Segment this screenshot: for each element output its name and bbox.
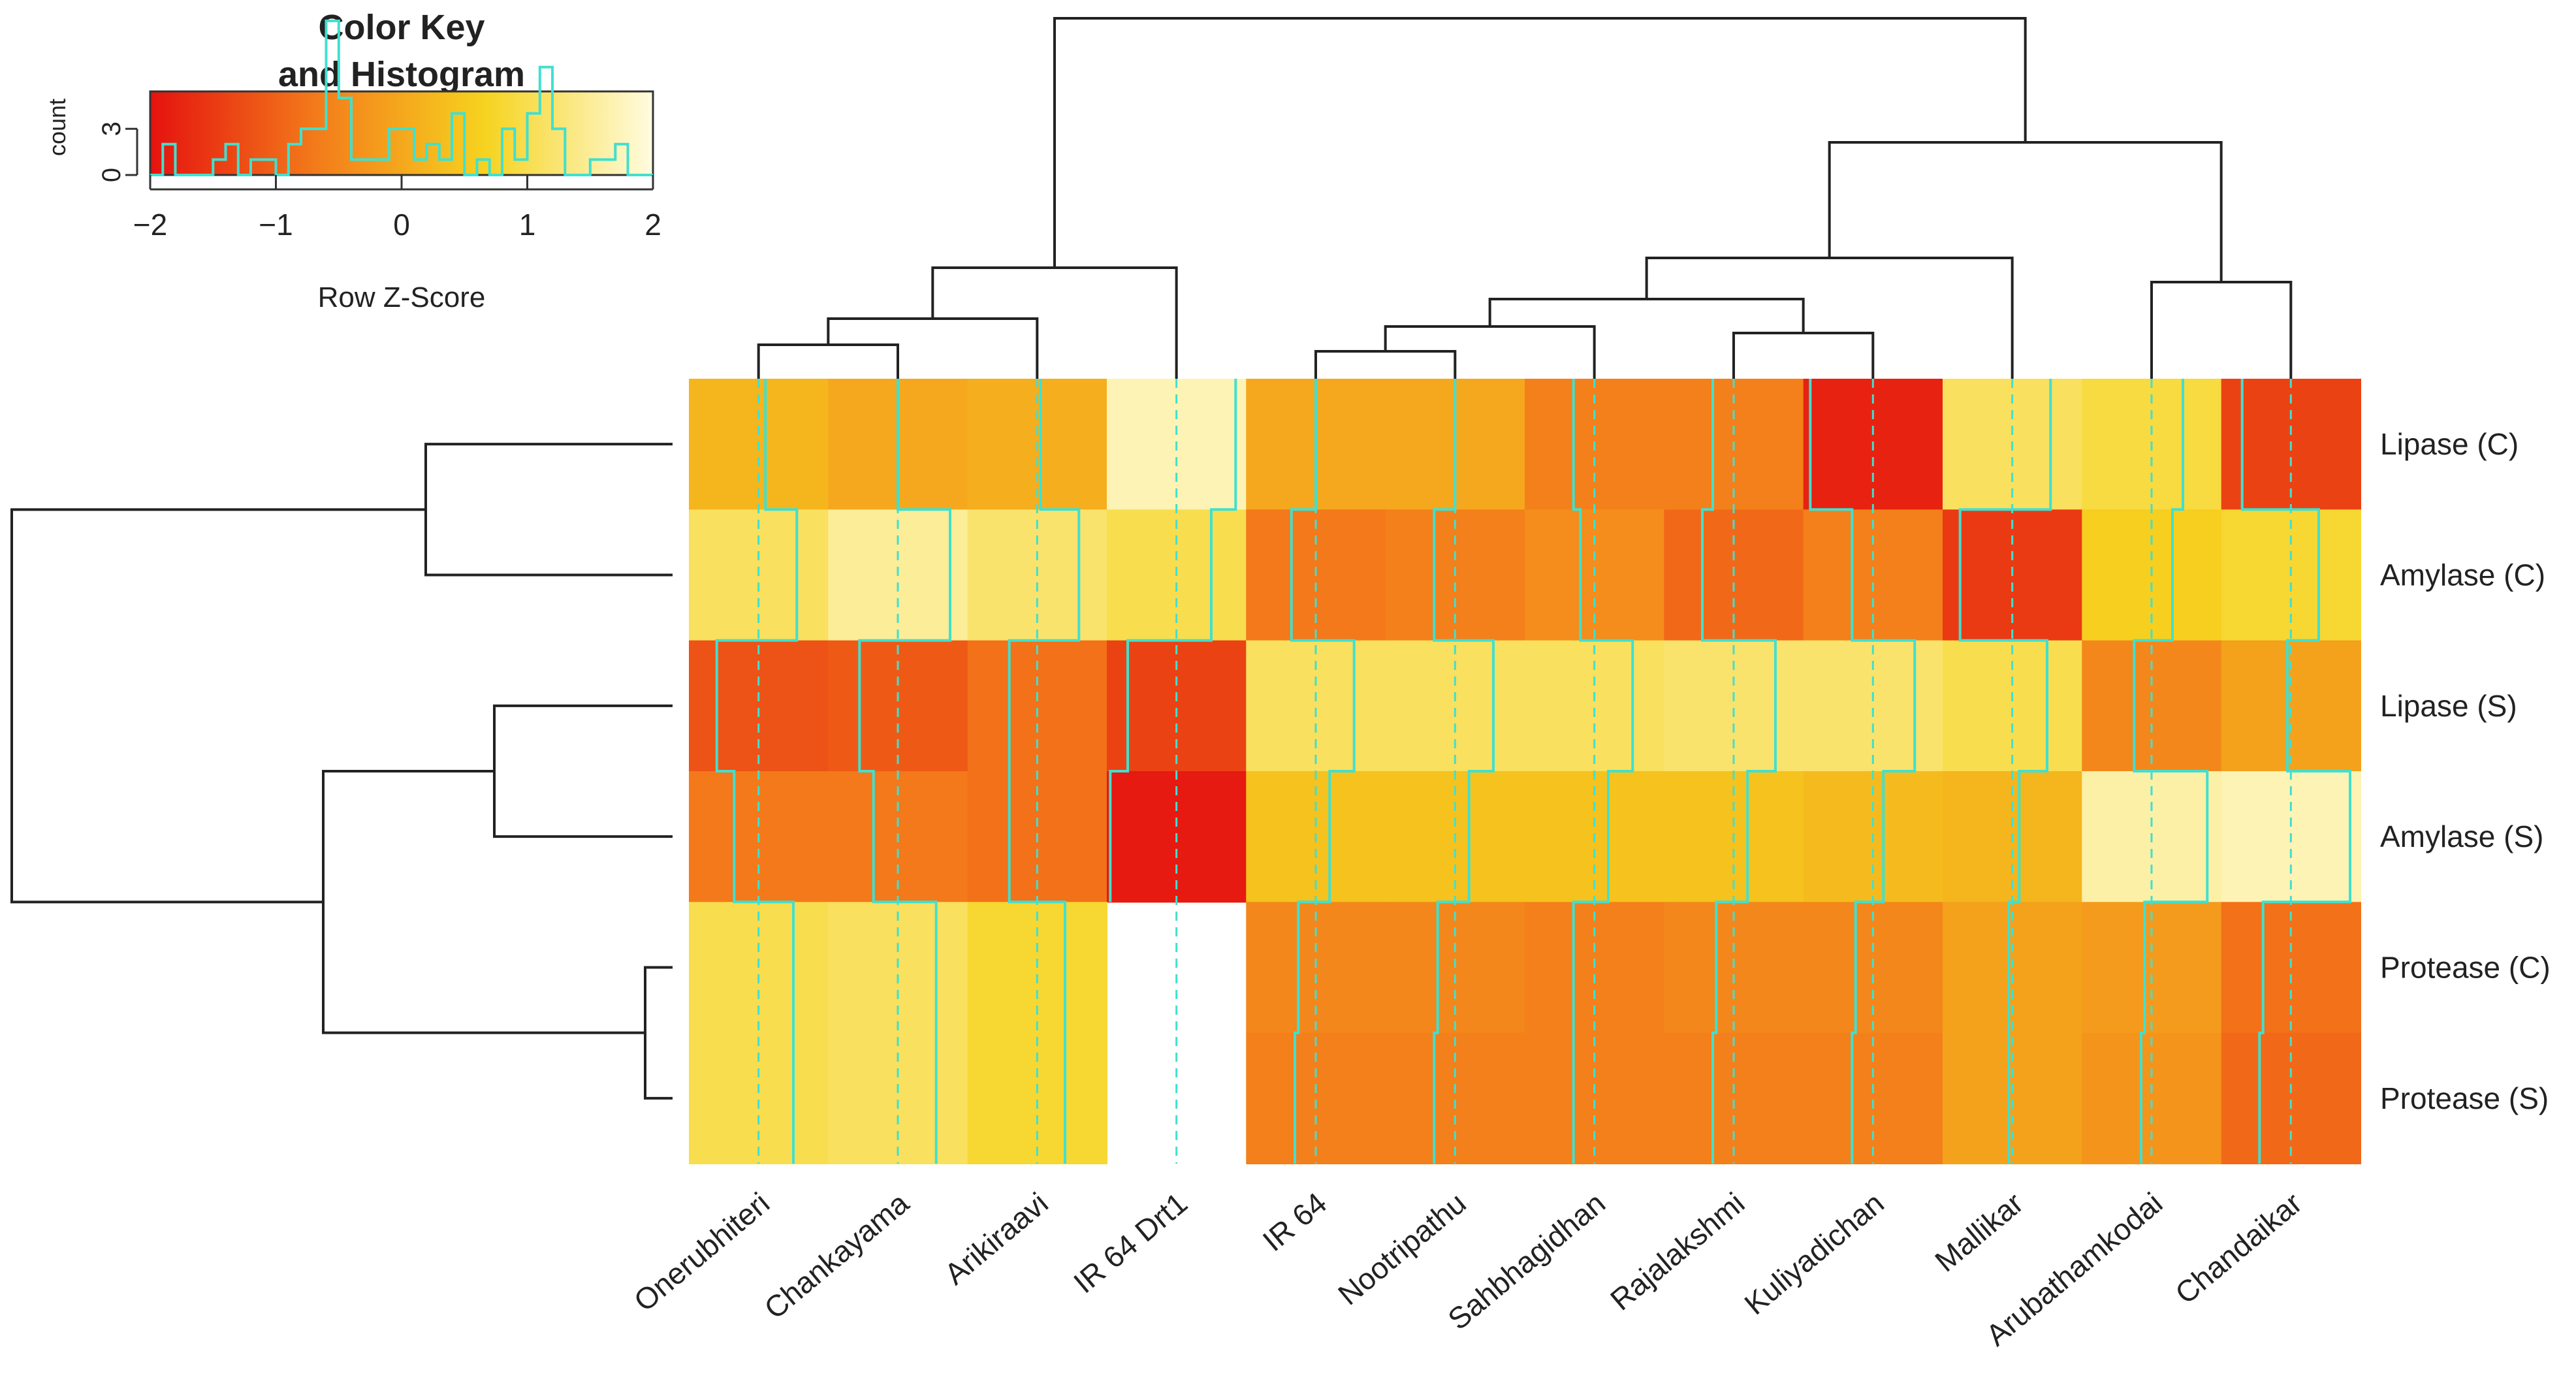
- heatmap-cell: [2082, 1032, 2222, 1164]
- color-key-bar: [149, 90, 654, 176]
- heatmap-cells: [689, 379, 2361, 1164]
- heatmap-trace-line: [1809, 379, 1916, 1164]
- row-label: Lipase (S): [2380, 689, 2517, 723]
- row-label: Amylase (S): [2380, 819, 2543, 853]
- heatmap-cell: [1664, 1032, 1804, 1164]
- heatmap-trace-line: [1290, 379, 1356, 1164]
- column-label: Mallikar: [1928, 1186, 2029, 1279]
- row-dendrogram-link: [644, 966, 673, 1100]
- color-key-histogram: [150, 20, 653, 176]
- heatmap-cell: [828, 1032, 968, 1164]
- row-dendrogram-link: [493, 704, 673, 838]
- column-label: IR 64: [1256, 1186, 1333, 1258]
- heatmap-cell: [2221, 1032, 2361, 1164]
- column-dendrogram-link: [757, 343, 899, 379]
- column-label: IR 64 Drt1: [1067, 1186, 1194, 1300]
- column-dendrogram-link: [827, 317, 1039, 379]
- column-dendrogram-link: [1645, 257, 2014, 379]
- color-key-tick-label: 0: [393, 208, 410, 242]
- color-key: Color Key and Histogram Row Z-Score coun…: [44, 8, 661, 313]
- heatmap-cell: [1943, 640, 2083, 772]
- heatmap-trace-line: [1008, 379, 1081, 1164]
- row-dendrogram-link: [322, 770, 645, 1034]
- heatmap-cell: [1943, 1032, 2083, 1164]
- column-label: Chankayama: [757, 1186, 915, 1326]
- color-key-tick-label: 2: [644, 208, 661, 242]
- heatmap-cell: [828, 640, 968, 772]
- row-label: Protease (C): [2380, 951, 2551, 985]
- heatmap-cell: [1246, 640, 1386, 772]
- column-dendrogram-link: [2150, 281, 2293, 379]
- heatmap-cell: [1803, 1032, 1943, 1164]
- color-key-title-line1: Color Key: [318, 8, 485, 47]
- column-dendrogram-link: [1053, 17, 2027, 268]
- heatmap-trace-line: [1958, 379, 2052, 1164]
- column-label: Onerubhiteri: [628, 1186, 776, 1318]
- heatmap-cell: [1803, 640, 1943, 772]
- heatmap-trace-line: [1433, 379, 1495, 1164]
- column-label: Nootripathu: [1331, 1186, 1472, 1312]
- heatmap-cell: [1246, 1032, 1386, 1164]
- column-dendrogram-link: [1828, 141, 2223, 282]
- heatmap-cell: [689, 640, 829, 772]
- column-dendrogram-link: [1314, 350, 1457, 379]
- heatmap-cell: [1385, 1032, 1525, 1164]
- heatmap-cell: [2082, 640, 2222, 772]
- color-key-title-line2: and Histogram: [278, 55, 525, 94]
- row-label: Protease (S): [2380, 1081, 2549, 1115]
- heatmap-cell: [1385, 640, 1525, 772]
- heatmap-cell: [2221, 640, 2361, 772]
- row-dendrogram-link: [424, 443, 673, 577]
- row-label: Lipase (C): [2380, 427, 2519, 461]
- column-dendrogram-link: [1732, 332, 1875, 379]
- column-dendrogram-link: [931, 266, 1178, 379]
- heatmap-trace-line: [2240, 379, 2351, 1164]
- color-key-tick-label: −2: [133, 208, 167, 242]
- column-label: Kuliyadichan: [1738, 1186, 1890, 1322]
- heatmap-cell: [1525, 1032, 1665, 1164]
- column-label: Rajalakshmi: [1604, 1186, 1751, 1317]
- color-key-ylabel: count: [44, 99, 71, 156]
- heatmap-trace-line: [2133, 379, 2209, 1164]
- column-label: Arikiraavi: [938, 1186, 1054, 1291]
- color-key-xlabel: Row Z-Score: [318, 281, 486, 313]
- color-key-tick-label: −1: [259, 208, 293, 242]
- column-dendrogram-link: [1488, 298, 1805, 333]
- color-key-count-label: 0: [97, 168, 126, 182]
- heatmap-cell: [689, 1032, 829, 1164]
- color-key-count-label: 3: [97, 121, 126, 136]
- heatmap-trace-line: [1701, 379, 1777, 1164]
- color-key-tick-label: 1: [519, 208, 536, 242]
- row-dendrogram-link: [10, 508, 426, 904]
- heatmap-trace-line: [1572, 379, 1634, 1164]
- heatmap-cell: [967, 1032, 1107, 1164]
- column-label: Chandaikar: [2169, 1186, 2308, 1311]
- dendrograms: [10, 17, 2293, 1100]
- row-label: Amylase (C): [2380, 558, 2545, 592]
- heatmap-trace-line: [715, 379, 799, 1164]
- heatmap-cell: [967, 640, 1107, 772]
- heatmap-trace-line: [1109, 379, 1237, 902]
- heatmap-cell: [1664, 640, 1804, 772]
- heatmap-cell: [1525, 640, 1665, 772]
- heatmap-trace-line: [858, 379, 951, 1164]
